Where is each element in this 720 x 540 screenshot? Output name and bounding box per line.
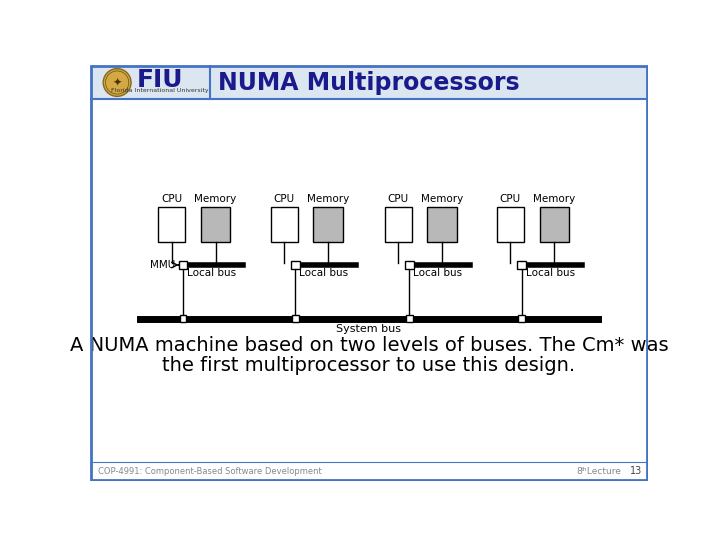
Text: Memory: Memory — [420, 194, 463, 204]
Bar — [518, 261, 526, 269]
Bar — [291, 261, 300, 269]
Text: CPU: CPU — [500, 194, 521, 204]
Bar — [271, 207, 297, 242]
Bar — [518, 315, 525, 322]
Bar — [313, 207, 343, 242]
Bar — [539, 207, 569, 242]
Text: the first multiprocessor to use this design.: the first multiprocessor to use this des… — [163, 356, 575, 375]
Bar — [91, 65, 647, 99]
Text: th: th — [580, 467, 587, 471]
Bar — [292, 315, 299, 322]
Text: CPU: CPU — [161, 194, 182, 204]
Text: Florida International University: Florida International University — [111, 87, 209, 93]
Text: NUMA Multiprocessors: NUMA Multiprocessors — [218, 71, 520, 94]
Text: Memory: Memory — [194, 194, 237, 204]
Text: Local bus: Local bus — [187, 268, 236, 278]
Bar — [406, 315, 413, 322]
Text: Local bus: Local bus — [526, 268, 575, 278]
Text: Lecture: Lecture — [585, 467, 621, 476]
Bar — [427, 207, 456, 242]
Text: Local bus: Local bus — [300, 268, 348, 278]
Text: COP-4991: Component-Based Software Development: COP-4991: Component-Based Software Devel… — [98, 467, 322, 476]
Text: MMU: MMU — [150, 260, 179, 270]
Text: 8: 8 — [576, 467, 582, 476]
Text: CPU: CPU — [274, 194, 294, 204]
Circle shape — [103, 69, 131, 96]
Text: FIU: FIU — [137, 68, 183, 92]
Text: Local bus: Local bus — [413, 268, 462, 278]
Bar — [384, 207, 412, 242]
Text: System bus: System bus — [336, 323, 402, 334]
Circle shape — [106, 71, 129, 94]
Text: A NUMA machine based on two levels of buses. The Cm* was: A NUMA machine based on two levels of bu… — [70, 336, 668, 355]
Text: Memory: Memory — [533, 194, 575, 204]
Bar — [158, 207, 185, 242]
Text: ✦: ✦ — [112, 78, 122, 87]
Bar — [179, 261, 187, 269]
Bar — [179, 315, 186, 322]
Text: Memory: Memory — [307, 194, 349, 204]
Bar — [201, 207, 230, 242]
Bar — [497, 207, 524, 242]
Bar — [405, 261, 413, 269]
Text: 13: 13 — [630, 467, 642, 476]
Text: CPU: CPU — [387, 194, 409, 204]
